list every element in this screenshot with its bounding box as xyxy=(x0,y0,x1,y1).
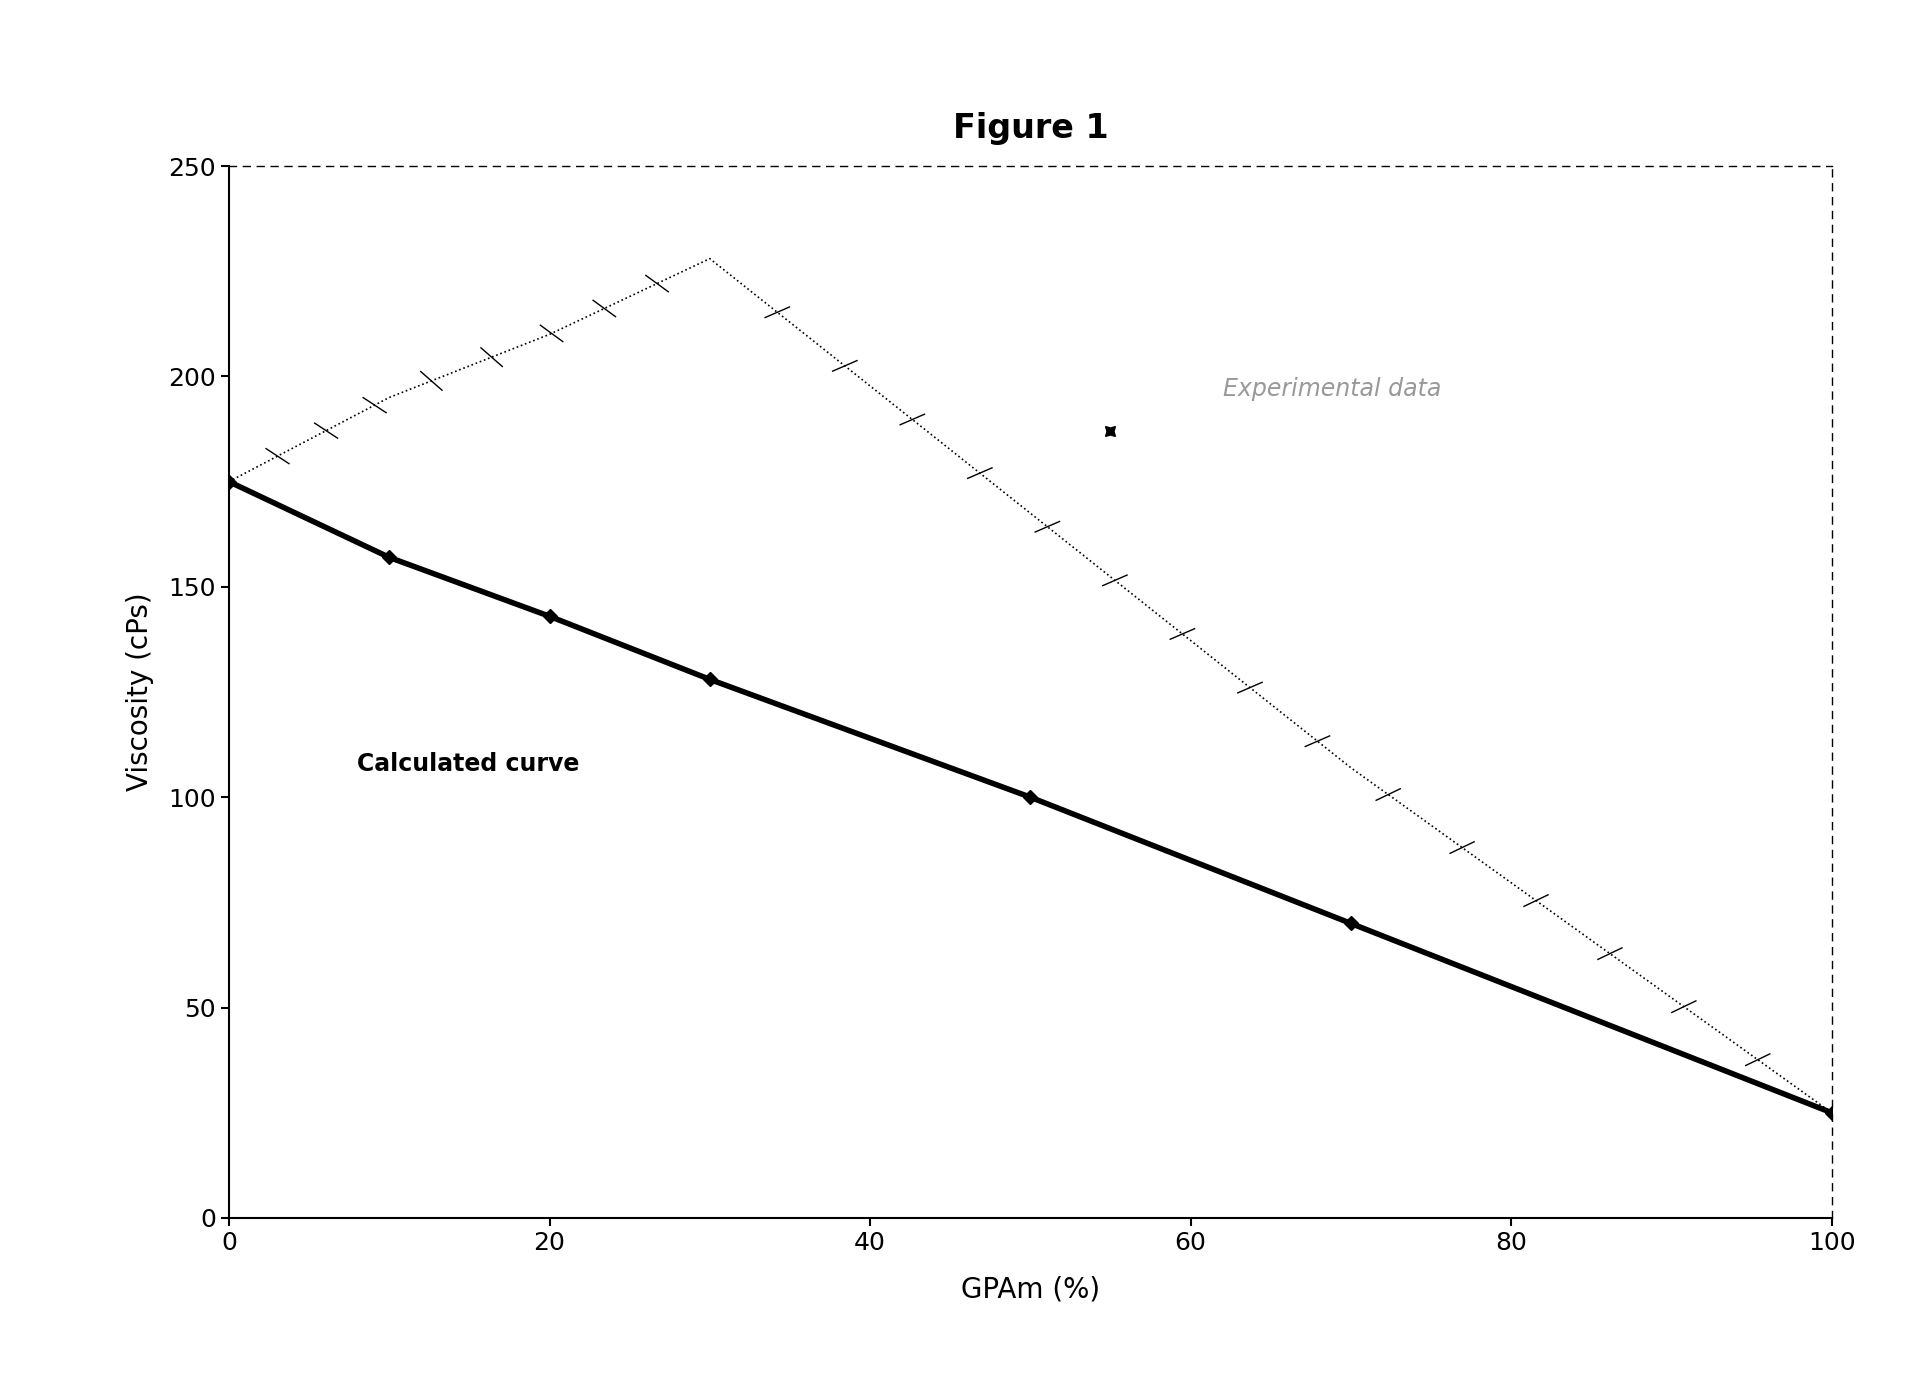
Title: Figure 1: Figure 1 xyxy=(952,112,1108,145)
Y-axis label: Viscosity (cPs): Viscosity (cPs) xyxy=(126,592,154,792)
Text: Calculated curve: Calculated curve xyxy=(357,752,580,775)
Text: Experimental data: Experimental data xyxy=(1222,376,1440,401)
X-axis label: GPAm (%): GPAm (%) xyxy=(961,1276,1098,1304)
